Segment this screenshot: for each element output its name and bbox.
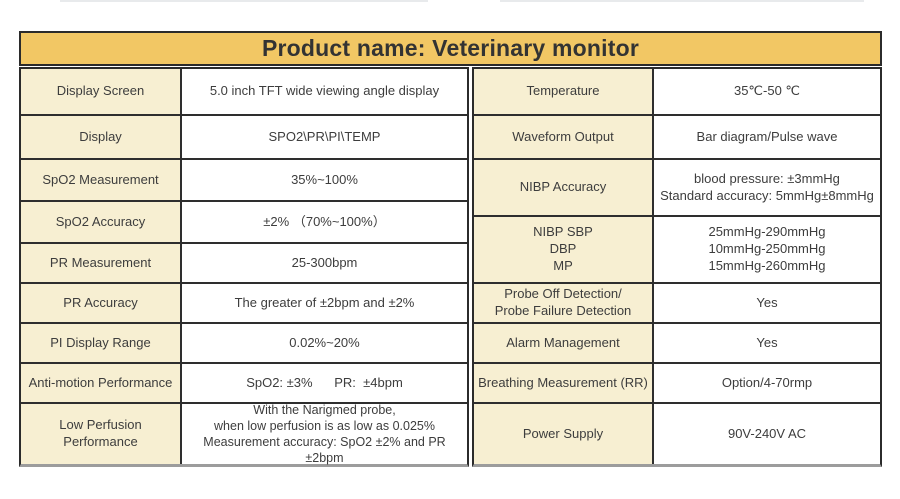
product-title-bar: Product name: Veterinary monitor [19, 31, 882, 66]
spec-value: The greater of ±2bpm and ±2% [234, 294, 415, 310]
spec-row-nibp-accuracy: NIBP Accuracy blood pressure: ±3mmHg Sta… [474, 158, 880, 215]
spec-label: Low Perfusion Performance [21, 404, 182, 464]
spec-row-low-perfusion: Low Perfusion Performance With the Narig… [21, 402, 467, 465]
spec-row-power-supply: Power Supply 90V-240V AC [474, 402, 880, 464]
spec-table-right: Temperature 35℃-50 ℃ Waveform Output Bar… [472, 67, 882, 467]
spec-value: 25-300bpm [291, 254, 358, 270]
page-title: Product name: Veterinary monitor [261, 35, 640, 61]
top-divider-line-right [500, 0, 864, 2]
spec-row-spo2-measurement: SpO2 Measurement 35%~100% [21, 158, 467, 200]
spec-row-alarm-management: Alarm Management Yes [474, 322, 880, 362]
spec-value: 0.02%~20% [289, 334, 360, 350]
spec-value: ±2% （70%~100%） [263, 213, 386, 229]
spec-label: Power Supply [474, 404, 654, 464]
spec-row-temperature: Temperature 35℃-50 ℃ [474, 69, 880, 114]
spec-row-anti-motion: Anti-motion Performance SpO2: ±3% PR: ±4… [21, 362, 467, 402]
spec-label: NIBP SBP DBP MP [474, 217, 654, 282]
spec-value: 25mmHg-290mmHg 10mmHg-250mmHg 15mmHg-260… [708, 224, 826, 273]
spec-row-probe-detection: Probe Off Detection/ Probe Failure Detec… [474, 282, 880, 322]
spec-value: Bar diagram/Pulse wave [696, 128, 838, 144]
spec-label: Temperature [474, 69, 654, 114]
spec-label: Anti-motion Performance [21, 364, 182, 402]
spec-row-pr-accuracy: PR Accuracy The greater of ±2bpm and ±2% [21, 282, 467, 322]
spec-row-breathing-measurement: Breathing Measurement (RR) Option/4-70rm… [474, 362, 880, 402]
spec-row-nibp-ranges: NIBP SBP DBP MP 25mmHg-290mmHg 10mmHg-25… [474, 215, 880, 282]
spec-label: PR Accuracy [21, 284, 182, 322]
spec-value: 90V-240V AC [727, 425, 807, 441]
spec-row-pr-measurement: PR Measurement 25-300bpm [21, 242, 467, 282]
spec-label: SpO2 Accuracy [21, 202, 182, 242]
spec-label: Breathing Measurement (RR) [474, 364, 654, 402]
top-divider-line-left [60, 0, 428, 2]
spec-label: PI Display Range [21, 324, 182, 362]
spec-row-spo2-accuracy: SpO2 Accuracy ±2% （70%~100%） [21, 200, 467, 242]
spec-row-display-screen: Display Screen 5.0 inch TFT wide viewing… [21, 69, 467, 114]
spec-value: Yes [756, 334, 778, 350]
spec-label: Display Screen [21, 69, 182, 114]
spec-label: Display [21, 116, 182, 158]
spec-row-waveform-output: Waveform Output Bar diagram/Pulse wave [474, 114, 880, 158]
spec-value: blood pressure: ±3mmHg Standard accuracy… [660, 170, 874, 203]
spec-value: Option/4-70rmp [721, 374, 813, 390]
spec-row-pi-display-range: PI Display Range 0.02%~20% [21, 322, 467, 362]
spec-label: Alarm Management [474, 324, 654, 362]
spec-label: NIBP Accuracy [474, 160, 654, 215]
spec-value: With the Narigmed probe, when low perfus… [203, 403, 446, 465]
spec-label: Probe Off Detection/ Probe Failure Detec… [474, 284, 654, 322]
spec-value: 35℃-50 ℃ [733, 83, 801, 99]
spec-row-display: Display SPO2\PR\PI\TEMP [21, 114, 467, 158]
spec-label: Waveform Output [474, 116, 654, 158]
spec-value: 35%~100% [291, 171, 358, 187]
spec-value: Yes [756, 294, 778, 310]
spec-value: SpO2: ±3% PR: ±4bpm [246, 374, 403, 390]
spec-label: SpO2 Measurement [21, 160, 182, 200]
spec-table-left: Display Screen 5.0 inch TFT wide viewing… [19, 67, 469, 467]
spec-label: PR Measurement [21, 244, 182, 282]
spec-value: SPO2\PR\PI\TEMP [268, 128, 381, 144]
spec-value: 5.0 inch TFT wide viewing angle display [209, 83, 440, 99]
